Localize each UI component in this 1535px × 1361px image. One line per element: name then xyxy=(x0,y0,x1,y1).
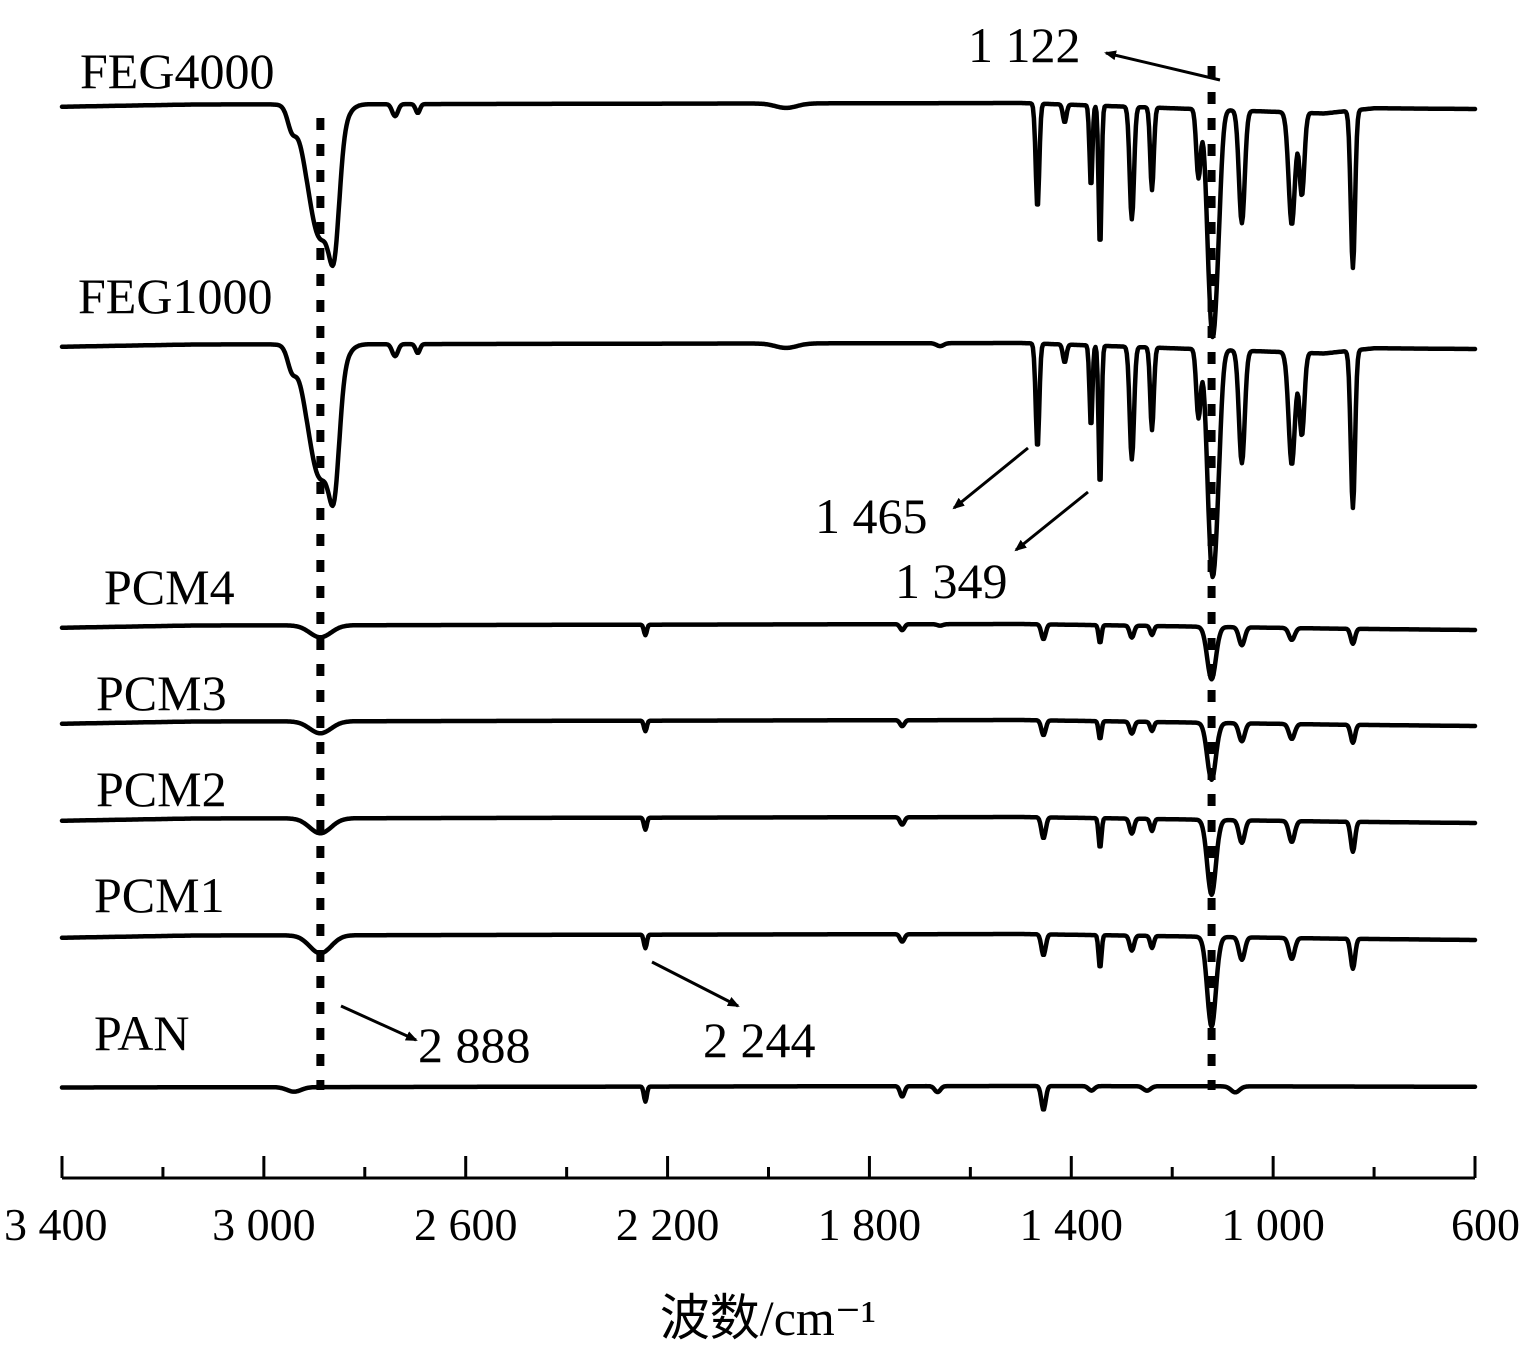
series-label-feg4000: FEG4000 xyxy=(80,43,274,99)
annotation-2244: 2 244 xyxy=(703,1012,816,1068)
series-labels: FEG4000 FEG1000 PCM4 PCM3 PCM2 PCM1 PAN xyxy=(78,43,274,1061)
annotation-arrow-2244 xyxy=(651,960,740,1008)
series-label-pcm1: PCM1 xyxy=(94,867,225,923)
spectrum-pcm4 xyxy=(59,621,1478,682)
spectrum-pan xyxy=(59,1083,1478,1112)
spectra-group xyxy=(59,100,1478,1112)
series-label-pan: PAN xyxy=(94,1005,189,1061)
spectrum-pcm2 xyxy=(59,814,1478,898)
x-tick-label: 1 800 xyxy=(818,1199,922,1250)
annotation-1465: 1 465 xyxy=(815,488,928,544)
series-label-feg1000: FEG1000 xyxy=(78,268,272,324)
x-tick-label: 3 400 xyxy=(4,1199,108,1250)
annotation-1349: 1 349 xyxy=(895,553,1008,609)
annotation-2888: 2 888 xyxy=(418,1017,531,1073)
x-axis: 3 400 3 000 2 600 2 200 1 800 1 400 1 000 600 xyxy=(4,1156,1520,1250)
spectrum-pcm3 xyxy=(59,717,1478,783)
x-tick-label: 3 000 xyxy=(212,1199,316,1250)
annotation-arrow-2888 xyxy=(340,1004,418,1042)
x-axis-title: 波数/cm⁻¹ xyxy=(660,1290,876,1346)
x-tick-label: 1 000 xyxy=(1221,1199,1325,1250)
annotation-arrow-1122 xyxy=(1104,50,1221,82)
x-tick-label: 2 200 xyxy=(616,1199,720,1250)
spectrum-feg1000 xyxy=(59,340,1478,580)
x-tick-label: 1 400 xyxy=(1020,1199,1124,1250)
spectrum-pcm1 xyxy=(59,931,1478,1030)
series-label-pcm3: PCM3 xyxy=(96,665,227,721)
spectrum-feg4000 xyxy=(59,100,1478,340)
guide-lines xyxy=(316,66,1216,1090)
annotation-arrow-1465 xyxy=(952,446,1029,510)
peak-annotations: 1 122 1 465 1 349 2 888 2 244 xyxy=(340,17,1221,1073)
series-label-pcm2: PCM2 xyxy=(96,761,227,817)
annotation-1122: 1 122 xyxy=(968,17,1081,73)
series-label-pcm4: PCM4 xyxy=(104,559,235,615)
x-tick-label: 600 xyxy=(1451,1199,1520,1250)
x-tick-label: 2 600 xyxy=(414,1199,518,1250)
annotation-arrow-1349 xyxy=(1014,490,1089,552)
